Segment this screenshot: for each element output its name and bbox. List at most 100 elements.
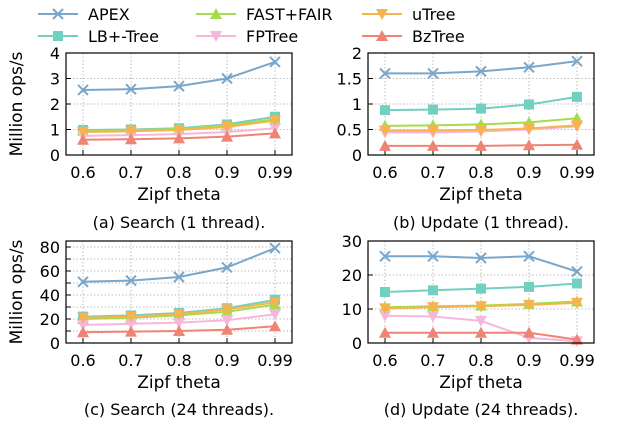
data-point-bztree [379, 139, 391, 151]
y-tick-label: 2 [50, 95, 60, 114]
data-point-fptree [125, 318, 137, 330]
legend-label-bztree: BzTree [412, 27, 465, 46]
series-group [77, 56, 281, 145]
chart-panel-2: 0 0.5 1 1.5 2 0.6 0.7 0.8 0.9 0.99 Zipf theta (b) U… [337, 44, 595, 232]
data-point-lb-tree [524, 281, 534, 292]
data-point-bztree [173, 132, 185, 144]
legend-marker-bztree [376, 30, 388, 41]
data-point-utree [77, 312, 89, 324]
data-point-bztree [125, 133, 137, 145]
x-tick-label: 0.99 [559, 351, 595, 370]
data-point-bztree [77, 133, 89, 145]
data-point-apex [571, 265, 583, 278]
data-point-apex [173, 80, 185, 92]
x-tick-label: 0.99 [257, 351, 293, 370]
data-point-utree [173, 309, 185, 321]
data-point-apex [379, 67, 391, 80]
legend-marker-apex [52, 8, 64, 20]
y-tick-label: 20 [342, 266, 362, 285]
x-tick-label: 0.6 [70, 351, 95, 370]
data-point-lb-tree [572, 278, 582, 289]
data-point-apex [221, 72, 233, 85]
data-point-apex [427, 67, 439, 80]
plot-frame [65, 52, 293, 156]
data-point-utree [77, 127, 89, 139]
data-point-apex [523, 61, 535, 73]
data-point-apex [571, 55, 583, 67]
y-tick-label: 0 [352, 146, 362, 165]
x-tick-label: 0.99 [257, 163, 293, 182]
y-tick-label: 2 [352, 44, 362, 63]
series-group [379, 55, 583, 151]
panel-caption: (c) Search (24 threads). [84, 400, 274, 419]
legend: APEX LB+-Tree FAST+FAIR FPTree uTree BzTree [38, 5, 465, 46]
y-tick-label: 0 [352, 334, 362, 353]
data-point-bztree [125, 325, 137, 337]
data-point-bztree [523, 139, 535, 151]
chart-panels: 0 1 2 3 4 0.6 0.7 0.8 0.9 0.99 Zipf theta Million o… [7, 44, 595, 419]
x-tick-label: 0.6 [372, 163, 397, 182]
chart-panel-4: 0 10 20 30 0.6 0.7 0.8 0.9 0.99 Zipf theta (d) Upd… [342, 232, 595, 419]
plot-frame [367, 52, 595, 156]
legend-marker-lb-tree [53, 31, 63, 41]
y-tick-label: 1 [352, 95, 362, 114]
data-point-utree [269, 297, 281, 309]
data-point-lb-tree [476, 283, 486, 294]
legend-marker-fptree [210, 31, 222, 42]
data-point-bztree [571, 138, 583, 150]
y-tick-label: 10 [342, 300, 362, 319]
y-tick-label: 0 [50, 146, 60, 165]
x-tick-label: 0.8 [468, 351, 493, 370]
data-point-apex [125, 83, 137, 95]
x-axis-title: Zipf theta [439, 373, 523, 393]
data-point-apex [269, 242, 281, 254]
data-point-utree [379, 125, 391, 137]
legend-label-fptree: FPTree [246, 27, 298, 46]
x-tick-label: 0.99 [559, 163, 595, 182]
x-tick-label: 0.7 [118, 163, 143, 182]
x-tick-label: 0.9 [214, 351, 239, 370]
data-point-apex [523, 250, 535, 263]
series-group [379, 250, 583, 348]
panel-caption: (b) Update (1 thread). [393, 213, 569, 232]
chart-panel-1: 0 1 2 3 4 0.6 0.7 0.8 0.9 0.99 Zipf theta Million o… [7, 44, 293, 232]
data-point-apex [475, 65, 487, 78]
y-tick-label: 30 [342, 232, 362, 251]
data-point-utree [475, 125, 487, 137]
data-point-apex [77, 276, 89, 288]
data-point-utree [125, 126, 137, 138]
panel-caption: (d) Update (24 threads). [384, 400, 579, 419]
data-point-utree [571, 120, 583, 132]
x-tick-label: 0.8 [166, 163, 191, 182]
data-point-bztree [427, 326, 439, 338]
y-tick-label: 20 [40, 310, 60, 329]
data-point-bztree [571, 333, 583, 345]
data-point-utree [523, 299, 535, 311]
data-point-apex [269, 56, 281, 68]
x-axis-title: Zipf theta [439, 185, 523, 205]
data-point-utree [173, 125, 185, 137]
plot-frame [367, 240, 595, 344]
data-point-lb-tree [428, 104, 438, 115]
x-tick-label: 0.9 [516, 351, 541, 370]
x-tick-label: 0.7 [420, 351, 445, 370]
x-tick-label: 0.6 [372, 351, 397, 370]
data-point-apex [427, 250, 439, 263]
data-point-lb-tree [524, 99, 534, 110]
data-point-fptree [475, 315, 487, 327]
x-axis-title: Zipf theta [137, 185, 221, 205]
plot-frame [65, 240, 293, 344]
data-point-apex [221, 261, 233, 274]
data-point-lb-tree [428, 285, 438, 296]
data-point-utree [269, 115, 281, 127]
legend-marker-utree [376, 9, 388, 20]
legend-item-fast-fair: FAST+FAIR [196, 5, 333, 24]
x-tick-label: 0.9 [214, 163, 239, 182]
data-point-bztree [77, 326, 89, 338]
y-tick-label: 0.5 [337, 121, 362, 140]
y-axis-title: Million ops/s [7, 51, 27, 156]
legend-item-bztree: BzTree [362, 27, 465, 46]
data-point-bztree [173, 325, 185, 336]
x-tick-label: 0.7 [420, 163, 445, 182]
